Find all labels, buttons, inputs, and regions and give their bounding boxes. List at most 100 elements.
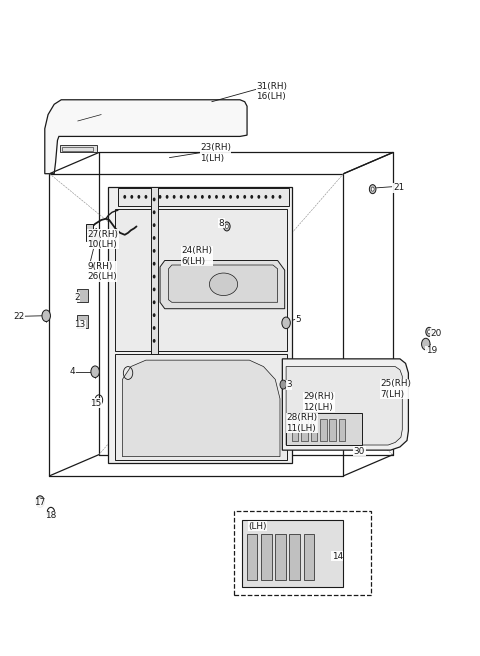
Circle shape (152, 195, 155, 199)
Polygon shape (77, 289, 88, 302)
Circle shape (153, 223, 156, 227)
Circle shape (208, 195, 211, 199)
Polygon shape (60, 146, 96, 152)
Circle shape (282, 317, 290, 329)
Circle shape (257, 195, 260, 199)
Bar (275, 534, 286, 580)
Bar (311, 419, 317, 441)
Polygon shape (45, 100, 247, 174)
Ellipse shape (209, 273, 238, 296)
Circle shape (91, 366, 99, 377)
Polygon shape (108, 186, 292, 463)
Bar (339, 419, 346, 441)
Polygon shape (118, 188, 289, 206)
Polygon shape (115, 209, 287, 350)
Bar (261, 534, 272, 580)
Text: 31(RH)
16(LH): 31(RH) 16(LH) (256, 82, 288, 101)
Polygon shape (160, 260, 285, 309)
Circle shape (153, 313, 156, 317)
Polygon shape (286, 413, 362, 445)
Circle shape (153, 287, 156, 291)
Polygon shape (86, 224, 93, 233)
Circle shape (131, 195, 133, 199)
Text: 5: 5 (296, 315, 301, 324)
Text: 3: 3 (286, 380, 292, 389)
Circle shape (153, 339, 156, 343)
Polygon shape (115, 354, 287, 460)
FancyBboxPatch shape (234, 510, 371, 595)
Circle shape (123, 195, 126, 199)
Circle shape (222, 195, 225, 199)
Text: 8: 8 (219, 218, 225, 228)
Text: (LH): (LH) (249, 522, 267, 531)
Circle shape (36, 496, 44, 507)
Circle shape (42, 310, 50, 321)
Circle shape (272, 195, 275, 199)
Text: 23(RH)
1(LH): 23(RH) 1(LH) (200, 144, 231, 163)
Text: 22: 22 (13, 312, 24, 321)
Text: 24(RH)
6(LH): 24(RH) 6(LH) (181, 246, 212, 266)
Circle shape (153, 326, 156, 330)
Circle shape (426, 327, 432, 337)
Circle shape (229, 195, 232, 199)
Circle shape (137, 195, 140, 199)
Text: 29(RH)
12(LH): 29(RH) 12(LH) (303, 392, 335, 411)
Text: 15: 15 (90, 399, 102, 408)
Bar (247, 534, 257, 580)
Circle shape (92, 234, 98, 243)
Polygon shape (151, 186, 157, 354)
Circle shape (428, 330, 431, 334)
Circle shape (153, 249, 156, 253)
Circle shape (264, 195, 267, 199)
Circle shape (173, 195, 176, 199)
Circle shape (180, 195, 182, 199)
Circle shape (187, 195, 190, 199)
Bar (292, 419, 299, 441)
Circle shape (144, 195, 147, 199)
Text: 14: 14 (332, 552, 343, 561)
Bar (303, 534, 314, 580)
Circle shape (153, 275, 156, 279)
Polygon shape (77, 315, 88, 328)
Text: 9(RH)
26(LH): 9(RH) 26(LH) (87, 262, 117, 281)
Text: 18: 18 (45, 511, 56, 520)
Text: 20: 20 (431, 329, 442, 338)
Polygon shape (242, 520, 343, 587)
Polygon shape (168, 265, 277, 302)
Polygon shape (122, 360, 280, 457)
Circle shape (251, 195, 253, 199)
Bar (301, 419, 308, 441)
Text: 28(RH)
11(LH): 28(RH) 11(LH) (286, 413, 317, 433)
Bar (320, 419, 326, 441)
Circle shape (370, 184, 376, 194)
Polygon shape (282, 359, 408, 450)
Text: 13: 13 (74, 320, 85, 329)
Bar (329, 419, 336, 441)
Circle shape (278, 195, 281, 199)
Circle shape (194, 195, 197, 199)
Text: 17: 17 (34, 499, 45, 507)
Circle shape (225, 224, 228, 228)
Text: 4: 4 (70, 367, 75, 376)
Circle shape (236, 195, 239, 199)
Text: 19: 19 (426, 346, 437, 355)
Text: 21: 21 (393, 184, 404, 192)
Text: 30: 30 (354, 447, 365, 456)
Polygon shape (286, 367, 402, 445)
Text: 25(RH)
7(LH): 25(RH) 7(LH) (380, 379, 411, 399)
Circle shape (158, 195, 161, 199)
Circle shape (280, 380, 287, 389)
Circle shape (153, 197, 156, 201)
Circle shape (371, 187, 374, 191)
Circle shape (153, 236, 156, 240)
Bar (289, 534, 300, 580)
Text: 27(RH)
10(LH): 27(RH) 10(LH) (87, 230, 118, 249)
Circle shape (421, 338, 430, 350)
Circle shape (243, 195, 246, 199)
Text: 2: 2 (74, 293, 80, 302)
Polygon shape (86, 233, 92, 241)
Circle shape (201, 195, 204, 199)
Circle shape (166, 195, 168, 199)
Circle shape (153, 211, 156, 215)
Circle shape (215, 195, 218, 199)
